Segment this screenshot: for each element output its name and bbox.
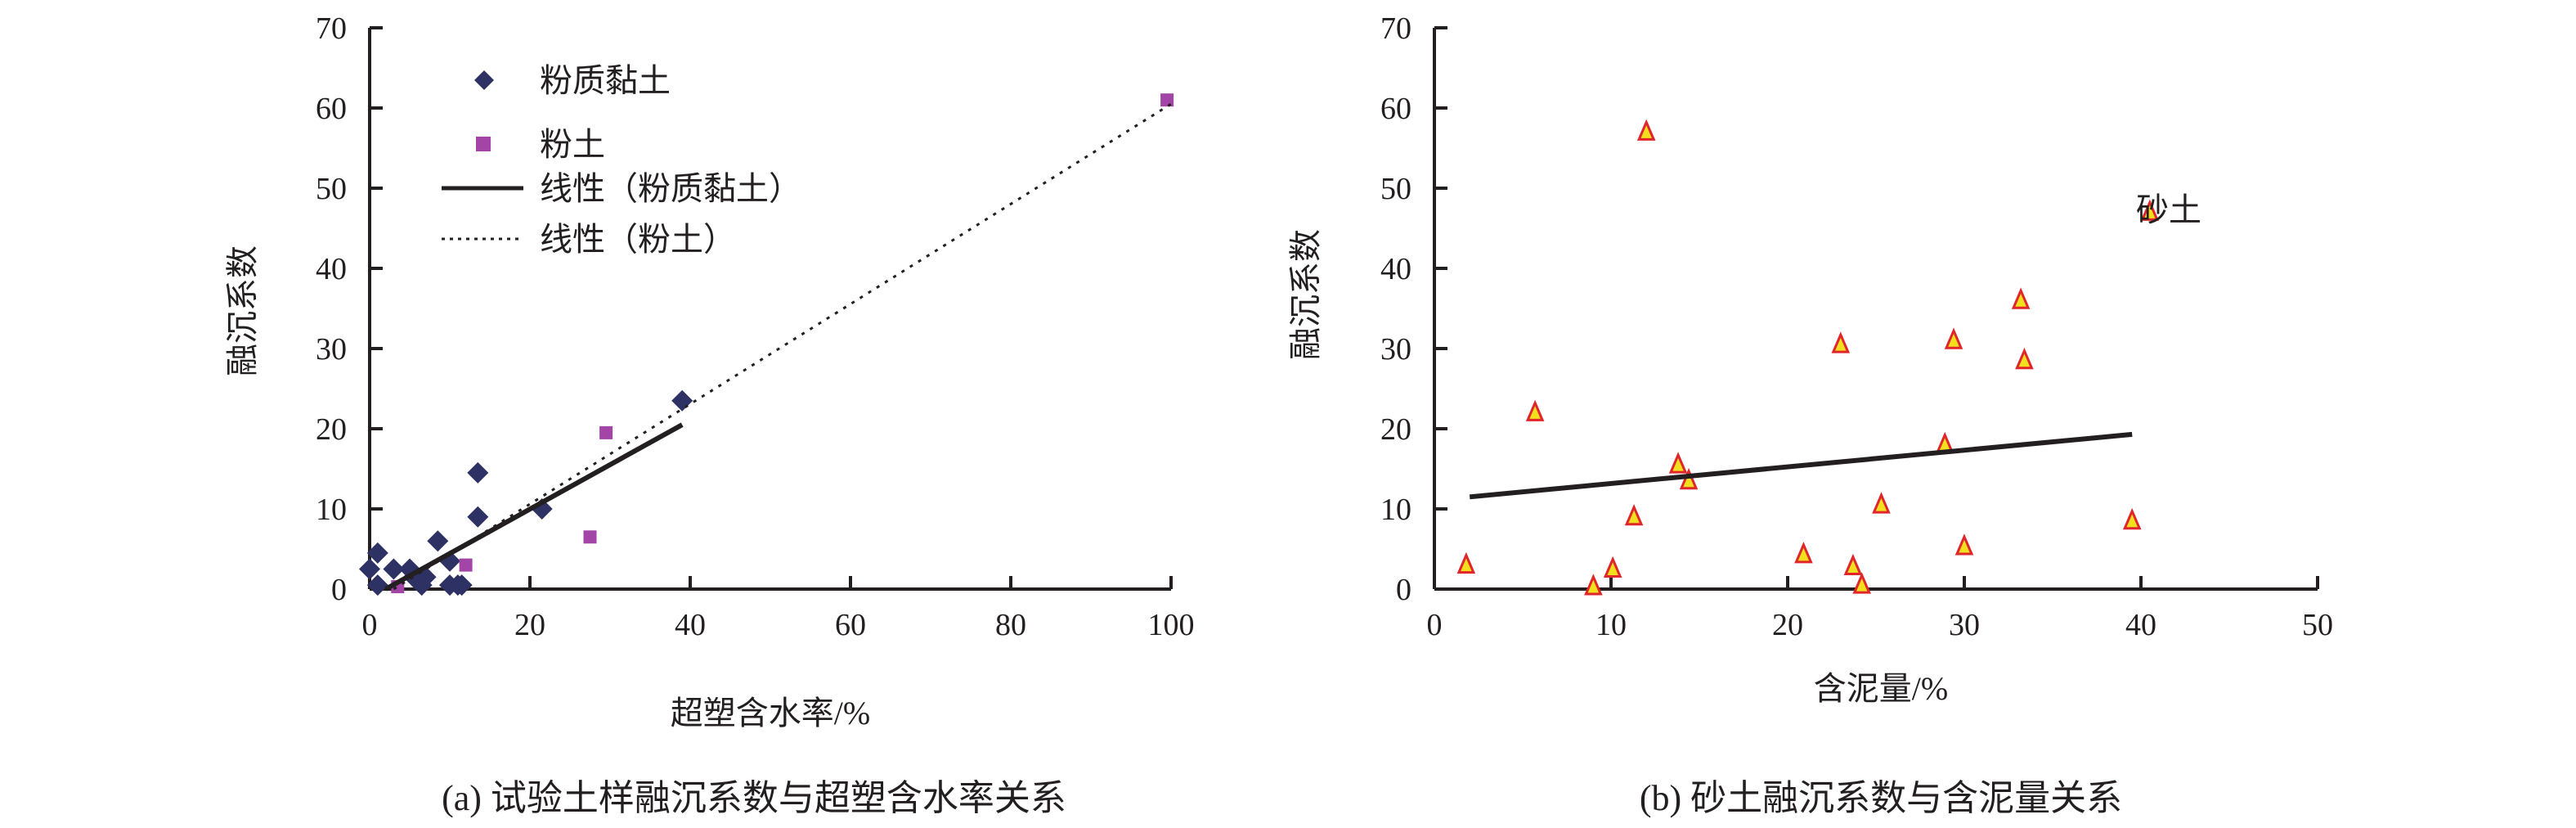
data-point-triangle <box>1794 542 1813 564</box>
data-point-diamond <box>467 506 489 528</box>
y-tick-label: 50 <box>316 172 347 206</box>
y-axis-label-a: 融沉系数 <box>224 245 261 376</box>
data-point-triangle <box>1668 452 1688 474</box>
data-point-diamond <box>366 542 388 564</box>
data-point-triangle <box>1872 492 1891 514</box>
y-tick-label: 70 <box>1380 11 1411 46</box>
data-point-square <box>583 530 597 544</box>
trend-line <box>384 422 684 592</box>
legend-marker-square <box>476 137 491 151</box>
legend-label-3: 线性（粉土） <box>540 221 736 258</box>
chart-b: 0 10 20 30 40 50 0 10 20 30 40 50 60 70 <box>1380 11 2333 642</box>
data-point-triangle <box>1852 572 1871 594</box>
data-point-triangle <box>1624 503 1644 526</box>
data-point-diamond <box>467 461 489 484</box>
x-tick-label: 50 <box>2302 608 2333 642</box>
x-axis-label-b: 含泥量/% <box>1814 670 1948 707</box>
x-tick-label: 0 <box>1427 608 1443 642</box>
y-tick-label: 20 <box>1380 412 1411 447</box>
y-tick-label: 70 <box>316 11 347 46</box>
data-point-triangle <box>1831 331 1851 353</box>
legend-label-sand: 砂土 <box>2136 191 2201 228</box>
x-tick-label: 100 <box>1148 608 1195 642</box>
x-tick-label: 20 <box>1772 608 1803 642</box>
data-point-square <box>599 425 613 439</box>
data-point-triangle <box>1679 467 1699 490</box>
data-point-triangle <box>1944 327 1963 349</box>
data-point-diamond <box>451 574 473 596</box>
data-point-triangle <box>2011 287 2031 309</box>
y-tick-label: 30 <box>316 332 347 367</box>
y-tick-label: 60 <box>1380 92 1411 126</box>
y-tick-label: 50 <box>1380 172 1411 206</box>
data-point-triangle <box>2015 347 2034 370</box>
y-tick-label: 30 <box>1380 332 1411 367</box>
x-tick-label: 20 <box>514 608 545 642</box>
caption-b: (b) 砂土融沉系数与含泥量关系 <box>1640 778 2122 818</box>
x-tick-label: 80 <box>995 608 1026 642</box>
x-tick-label: 40 <box>2125 608 2156 642</box>
y-tick-label: 10 <box>1380 493 1411 527</box>
y-tick-label: 60 <box>316 92 347 126</box>
data-point-triangle <box>1603 556 1622 578</box>
y-tick-label: 0 <box>331 573 347 607</box>
legend-label-2: 线性（粉质黏土） <box>540 170 801 207</box>
legend-label-0: 粉质黏土 <box>540 62 671 99</box>
data-point-triangle <box>1954 533 1974 556</box>
y-tick-label: 0 <box>1396 573 1411 607</box>
x-axis-label-a: 超塑含水率/% <box>671 695 870 731</box>
legend-a: 粉质黏土 粉土 线性（粉质黏土） 线性（粉土） <box>442 62 801 258</box>
data-point-triangle <box>1525 399 1545 421</box>
data-point-triangle <box>1636 119 1656 141</box>
y-tick-label: 40 <box>1380 252 1411 286</box>
data-point-triangle <box>1843 553 1863 576</box>
chart-a: 0 20 40 60 80 100 0 10 20 30 40 50 60 70 <box>316 11 1195 642</box>
legend-marker-triangle <box>2140 199 2160 221</box>
x-tick-label: 60 <box>835 608 866 642</box>
legend-b: 砂土 <box>2136 191 2201 228</box>
data-point-diamond <box>359 558 380 580</box>
y-tick-label: 10 <box>316 493 347 527</box>
legend-label-1: 粉土 <box>540 126 605 163</box>
data-point-triangle <box>1584 574 1603 596</box>
x-tick-label: 0 <box>362 608 378 642</box>
y-tick-label: 20 <box>316 412 347 447</box>
data-point-diamond <box>383 558 405 580</box>
legend-marker-diamond <box>474 70 494 90</box>
data-point-diamond <box>671 389 693 412</box>
data-point-diamond <box>366 574 388 596</box>
data-point-square <box>1160 93 1174 107</box>
x-tick-label: 40 <box>675 608 706 642</box>
data-point-triangle <box>1456 551 1476 574</box>
data-point-square <box>459 558 473 572</box>
trend-line <box>1469 431 2133 500</box>
data-point-diamond <box>427 530 449 552</box>
y-axis-label-b: 融沉系数 <box>1287 229 1324 360</box>
y-tick-label: 40 <box>316 252 347 286</box>
x-tick-label: 10 <box>1595 608 1627 642</box>
x-tick-label: 30 <box>1949 608 1980 642</box>
data-point-triangle <box>2122 507 2142 530</box>
caption-a: (a) 试验土样融沉系数与超塑含水率关系 <box>442 778 1066 818</box>
